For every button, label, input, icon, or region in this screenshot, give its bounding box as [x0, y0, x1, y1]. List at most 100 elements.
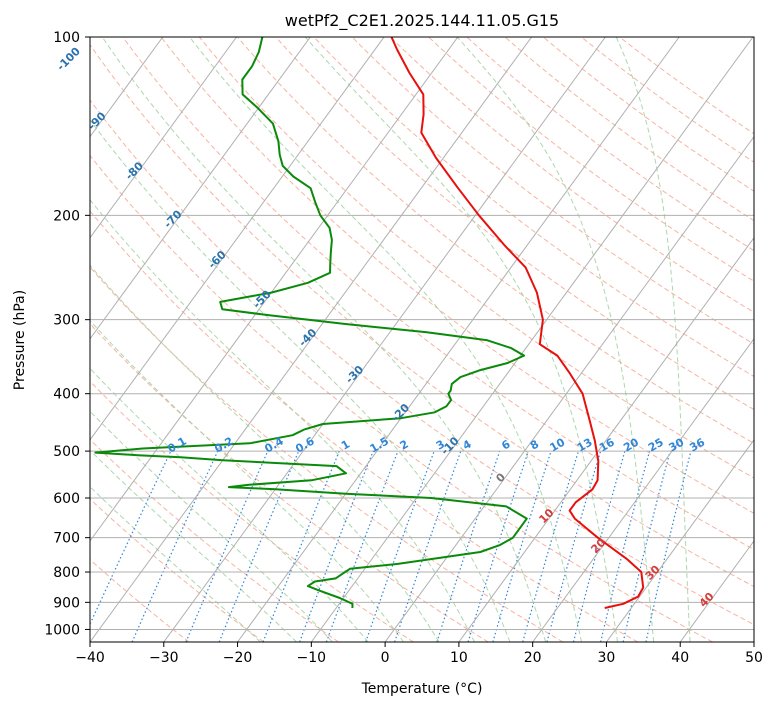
isotherm-label: 40: [697, 590, 717, 610]
mixing-ratio-line: [600, 450, 651, 642]
mixing-ratio-line: [131, 450, 219, 642]
chart-title: wetPf2_C2E1.2025.144.11.05.G15: [285, 11, 559, 31]
isotherm: [606, 439, 754, 642]
mixing-ratio-label: 2: [398, 438, 411, 453]
dry-adiabat: [90, 99, 754, 626]
moist-adiabat: [90, 486, 261, 642]
y-tick-label: 700: [53, 531, 80, 547]
isotherm: [237, 37, 680, 642]
dry-adiabat: [619, 37, 754, 135]
moist-adiabat: [90, 119, 511, 642]
isotherm: [384, 135, 754, 642]
mixing-ratio-label: 16: [597, 435, 617, 454]
isotherm: [90, 37, 533, 642]
isotherm-label: -40: [296, 326, 319, 349]
isotherm-label: -80: [123, 159, 146, 182]
mixing-ratio-line: [299, 450, 374, 642]
mixing-ratio-label: 36: [687, 435, 707, 454]
x-axis-title: Temperature (°C): [361, 681, 483, 697]
x-tick-label: −40: [75, 650, 105, 666]
isotherm: [458, 236, 754, 642]
y-tick-label: 400: [53, 387, 80, 403]
mixing-ratio-label: 6: [499, 437, 512, 452]
dry-adiabat: [237, 37, 754, 444]
plot-area: 0.1 0.2 0.4 0.6 1 1.5 2 3 4 6 8 10 13 16 20 25 30 36-100-…: [54, 36, 755, 643]
isotherm-label: -100: [54, 44, 83, 73]
isotherm-label: -60: [206, 248, 229, 271]
moist-adiabat: [90, 319, 404, 642]
isotherm: [310, 37, 754, 642]
x-tick-label: 50: [745, 650, 763, 666]
x-tick-label: −10: [297, 650, 327, 666]
y-tick-label: 300: [53, 313, 80, 329]
moist-adiabat: [101, 37, 547, 642]
plot-frame: [89, 36, 755, 643]
mixing-ratio-line: [436, 450, 501, 642]
dry-adiabat: [198, 37, 754, 479]
dry-adiabat: [351, 37, 754, 345]
moist-adiabat: [304, 37, 618, 642]
x-tick-label: −30: [149, 650, 179, 666]
mixing-ratio-label: 1: [339, 438, 352, 453]
mixing-ratio-line: [622, 450, 671, 642]
mixing-ratio-line: [262, 450, 340, 642]
y-tick-label: 500: [53, 444, 80, 460]
isotherm: [532, 337, 754, 642]
moist-adiabat: [90, 367, 369, 642]
mixing-ratio-line: [394, 450, 462, 642]
dry-adiabat: [90, 154, 713, 642]
y-tick-label: 200: [53, 208, 80, 224]
x-tick-label: 0: [381, 650, 390, 666]
temperature-line: [390, 37, 645, 609]
dry-adiabat: [90, 498, 265, 642]
moist-adiabat: [90, 410, 333, 642]
y-axis: 100 200 300 400 500 600 700 800 900 1000: [44, 30, 90, 638]
isotherm: [90, 37, 237, 239]
isotherm-label: 0: [493, 470, 508, 485]
dry-adiabat: [90, 438, 339, 642]
isotherm-label: -50: [250, 288, 273, 311]
x-tick-label: −20: [223, 650, 253, 666]
dry-adiabat: [90, 266, 564, 642]
mixing-ratio-line: [522, 450, 580, 642]
mixing-ratio-label: 30: [667, 435, 687, 454]
mixing-ratio-line: [90, 450, 172, 626]
dry-adiabat: [389, 37, 754, 313]
background-lines: [90, 37, 754, 642]
moist-adiabat: [90, 199, 475, 642]
mixing-ratio-line: [572, 450, 626, 642]
isotherm-label: 20: [588, 536, 608, 556]
x-tick-label: 30: [598, 650, 616, 666]
isotherm-label: 10: [536, 506, 556, 526]
isotherm-label: -10: [438, 434, 461, 457]
series-lines: [94, 37, 645, 609]
isotherm: [753, 641, 754, 642]
moist-adiabat: [456, 37, 655, 642]
dewpoint-line: [94, 37, 528, 609]
y-tick-label: 600: [53, 491, 80, 507]
mixing-ratio-label: 13: [575, 436, 595, 455]
dry-adiabat: [542, 37, 754, 192]
x-tick-label: 40: [671, 650, 689, 666]
y-tick-label: 900: [53, 595, 80, 611]
mixing-ratio-label: 8: [528, 438, 541, 453]
isotherm: [90, 37, 311, 340]
mixing-ratio-label: 0.2: [212, 435, 235, 456]
mixing-ratio-line: [218, 450, 300, 642]
mixing-ratio-line: [325, 450, 399, 642]
y-tick-label: 800: [53, 565, 80, 581]
isotherm-label: -30: [343, 363, 366, 386]
mixing-ratio-line: [645, 450, 692, 642]
isotherm: [90, 37, 385, 441]
isotherm-label: -20: [389, 401, 412, 424]
dry-adiabat: [466, 37, 754, 252]
y-axis-title: Pressure (hPa): [12, 290, 28, 390]
dry-adiabat: [90, 380, 414, 642]
mixing-ratio-line: [546, 450, 602, 642]
dry-adiabat: [313, 37, 754, 378]
mixing-ratio-label: 10: [547, 435, 567, 454]
x-tick-label: 10: [450, 650, 468, 666]
dry-adiabat: [90, 43, 754, 588]
dry-adiabat: [504, 37, 754, 222]
